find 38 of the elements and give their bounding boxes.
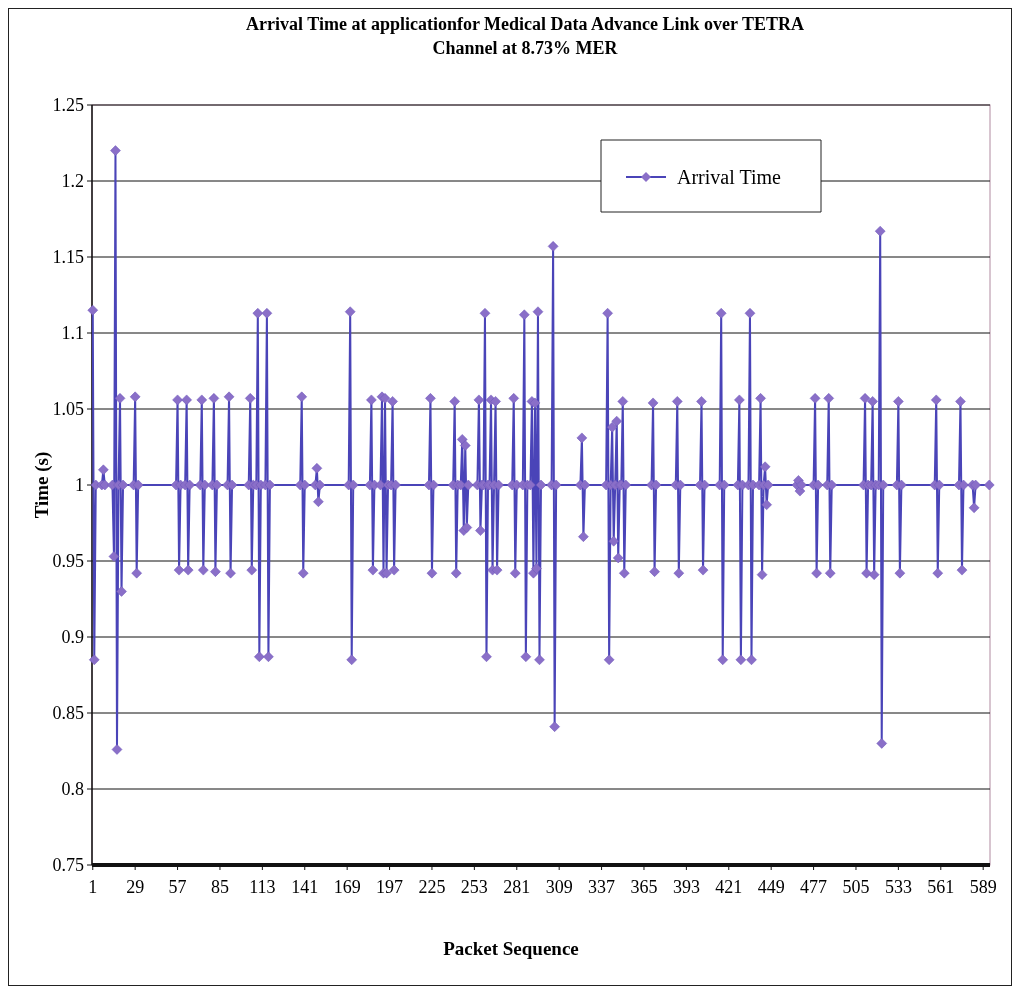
y-tick-label: 0.8 (61, 779, 84, 800)
x-tick-label: 421 (715, 877, 743, 897)
x-tick-label: 505 (842, 877, 870, 897)
y-tick-label: 1 (75, 475, 84, 496)
legend-label: Arrival Time (677, 166, 782, 188)
x-tick-label: 253 (460, 877, 488, 897)
x-tick-label: 561 (927, 877, 955, 897)
chart-title: Arrival Time at applicationfor Medical Data Advance Link over TETRA Channel at 8.73% MER (246, 14, 804, 58)
y-tick-label: 0.85 (52, 703, 84, 724)
x-tick-label: 449 (757, 877, 785, 897)
y-tick-label: 1.15 (52, 247, 84, 268)
y-axis-title: Time (s) (31, 451, 53, 519)
y-tick-label: 1.1 (61, 323, 84, 344)
y-tick-label: 1.25 (52, 95, 84, 116)
x-tick-label: 225 (418, 877, 446, 897)
y-tick-label: 1.2 (61, 171, 84, 192)
x-tick-label: 141 (291, 877, 319, 897)
x-tick-label: 85 (210, 877, 229, 897)
x-tick-label: 337 (588, 877, 616, 897)
y-tick-label: 0.9 (61, 627, 84, 648)
x-tick-label: 533 (884, 877, 912, 897)
x-tick-label: 477 (800, 877, 828, 897)
x-tick-label: 197 (376, 877, 404, 897)
y-tick-label: 0.95 (52, 551, 84, 572)
x-axis-title: Packet Sequence (443, 938, 579, 959)
x-tick-label: 29 (126, 877, 145, 897)
legend: Arrival Time (600, 139, 822, 213)
y-tick-label: 0.75 (52, 855, 84, 876)
x-tick-label: 281 (503, 877, 531, 897)
x-tick-label: 589 (969, 877, 997, 897)
x-tick-label: 309 (545, 877, 573, 897)
x-tick-label: 365 (630, 877, 658, 897)
x-tick-label: 57 (168, 877, 187, 897)
x-tick-label: 393 (672, 877, 700, 897)
x-tick-label: 169 (333, 877, 361, 897)
x-tick-label: 113 (249, 877, 276, 897)
x-tick-label: 1 (88, 877, 98, 897)
y-tick-label: 1.05 (52, 399, 84, 420)
